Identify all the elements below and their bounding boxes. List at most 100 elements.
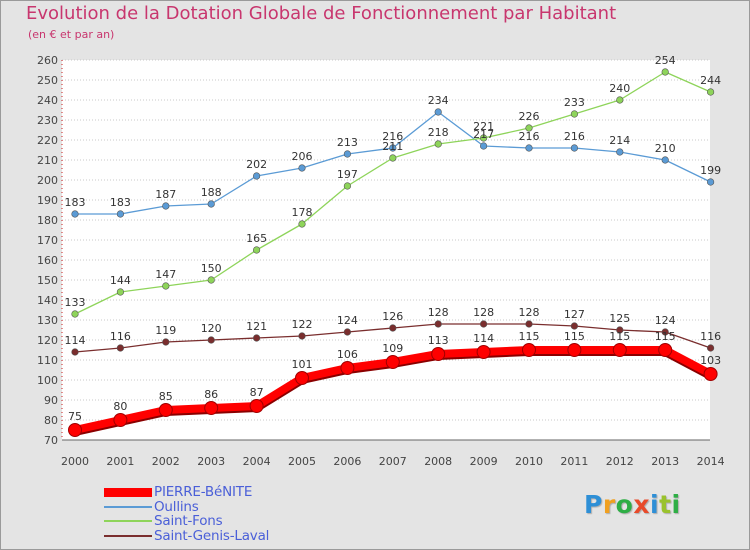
data-label: 226 [519, 110, 540, 123]
data-point [158, 403, 173, 417]
data-label: 85 [159, 390, 173, 403]
data-point [116, 344, 124, 352]
y-tick-label: 230 [37, 114, 58, 127]
data-label: 244 [700, 74, 721, 87]
logo-letter: o [615, 490, 634, 519]
y-tick-label: 180 [37, 214, 58, 227]
data-point [116, 288, 124, 296]
logo-letter: x [633, 490, 650, 519]
data-label: 150 [201, 262, 222, 275]
data-label: 202 [246, 158, 267, 171]
data-label: 103 [700, 354, 721, 367]
plot-area [62, 60, 710, 440]
y-tick-label: 70 [44, 434, 58, 447]
data-label: 116 [700, 330, 721, 343]
x-tick-label: 2006 [333, 455, 361, 468]
chart-subtitle: (en € et par an) [28, 28, 115, 41]
data-label: 199 [700, 164, 721, 177]
logo-letter: i [671, 490, 681, 519]
data-label: 165 [246, 232, 267, 245]
data-label: 216 [519, 130, 540, 143]
x-tick-label: 2004 [243, 455, 271, 468]
data-label: 125 [609, 312, 630, 325]
series [68, 68, 718, 437]
legend-label: PIERRE-BéNITE [154, 484, 253, 500]
data-label: 133 [65, 296, 86, 309]
data-point [389, 324, 397, 332]
x-tick-label: 2001 [106, 455, 134, 468]
data-point [71, 310, 79, 318]
data-label: 121 [246, 320, 267, 333]
data-point [162, 282, 170, 290]
data-point [706, 344, 715, 352]
data-point [434, 108, 442, 116]
data-point [570, 144, 579, 152]
x-tick-label: 2013 [651, 455, 679, 468]
data-point [706, 178, 715, 186]
data-label: 87 [250, 386, 264, 399]
data-label: 254 [655, 54, 676, 67]
data-point [343, 182, 352, 190]
data-label: 80 [113, 400, 127, 413]
data-label: 120 [201, 322, 222, 335]
data-label: 178 [292, 206, 313, 219]
legend-swatch [104, 520, 152, 522]
y-tick-label: 150 [37, 274, 58, 287]
data-label: 122 [292, 318, 313, 331]
data-point [658, 343, 673, 357]
x-tick-label: 2011 [560, 455, 588, 468]
data-label: 115 [609, 330, 630, 343]
y-tick-label: 140 [37, 294, 58, 307]
data-point [204, 401, 219, 415]
data-label: 124 [655, 314, 676, 327]
x-tick-label: 2000 [61, 455, 89, 468]
data-label: 115 [655, 330, 676, 343]
data-label: 216 [564, 130, 585, 143]
data-point [661, 328, 669, 336]
data-point [661, 156, 669, 164]
x-tick-label: 2012 [606, 455, 634, 468]
data-point [298, 332, 306, 340]
data-point [298, 164, 306, 172]
y-tick-label: 260 [37, 54, 58, 67]
data-label: 86 [204, 388, 218, 401]
data-label: 124 [337, 314, 358, 327]
y-tick-label: 210 [37, 154, 58, 167]
data-point [340, 361, 355, 375]
data-label: 183 [65, 196, 86, 209]
data-point [249, 399, 264, 413]
data-label: 214 [609, 134, 630, 147]
y-tick-label: 100 [37, 374, 58, 387]
legend-item: PIERRE-BéNITE [104, 484, 252, 500]
data-point [480, 142, 488, 150]
data-point [385, 355, 400, 369]
y-tick-label: 160 [37, 254, 58, 267]
data-point [567, 343, 582, 357]
data-point [207, 336, 215, 344]
data-point [661, 68, 669, 76]
data-label: 233 [564, 96, 585, 109]
data-label: 210 [655, 142, 676, 155]
legend-label: Saint-Fons [154, 513, 223, 529]
data-label: 101 [292, 358, 313, 371]
legend-swatch [104, 534, 152, 537]
data-point [295, 371, 309, 385]
data-label: 211 [382, 140, 403, 153]
data-point [525, 124, 533, 132]
data-point [207, 200, 215, 208]
data-point [71, 348, 79, 356]
data-label: 126 [382, 310, 403, 323]
data-point [116, 210, 124, 218]
data-point [476, 345, 491, 359]
data-point [522, 343, 536, 357]
data-label: 213 [337, 136, 358, 149]
series-oullins [71, 108, 715, 218]
data-point [570, 322, 579, 330]
data-point [298, 220, 306, 228]
data-point [616, 96, 624, 104]
data-point [570, 110, 579, 118]
y-tick-label: 250 [37, 74, 58, 87]
x-tick-label: 2002 [152, 455, 180, 468]
data-point [389, 154, 397, 162]
